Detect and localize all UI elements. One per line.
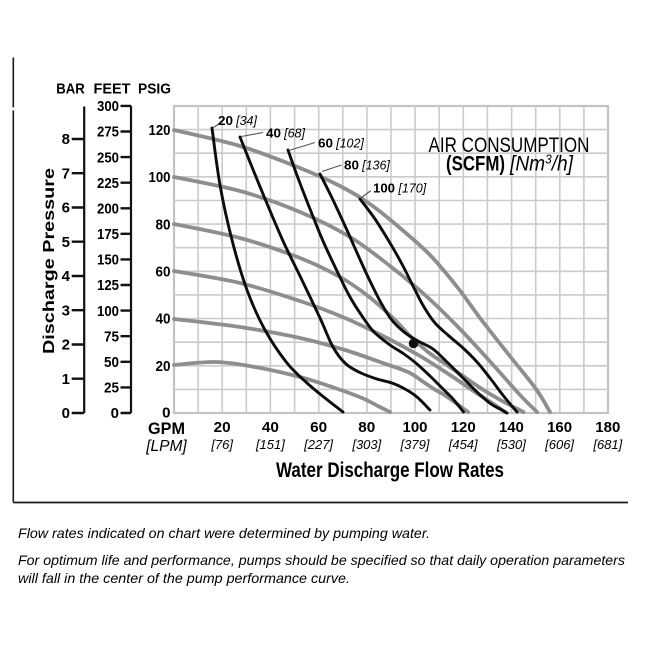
svg-text:40: 40 xyxy=(262,419,279,436)
svg-text:120: 120 xyxy=(451,419,476,436)
svg-text:60: 60 xyxy=(318,137,333,151)
svg-text:50: 50 xyxy=(104,354,119,371)
svg-text:225: 225 xyxy=(97,175,119,192)
svg-text:BAR: BAR xyxy=(56,81,85,98)
svg-text:[102]: [102] xyxy=(335,137,364,151)
svg-text:[530]: [530] xyxy=(496,437,526,452)
svg-text:180: 180 xyxy=(595,419,620,436)
svg-text:100: 100 xyxy=(149,169,171,186)
svg-text:20: 20 xyxy=(156,358,171,375)
svg-text:Water Discharge Flow Rates: Water Discharge Flow Rates xyxy=(276,459,504,482)
svg-text:8: 8 xyxy=(62,131,70,148)
svg-text:FEET: FEET xyxy=(94,81,131,98)
svg-text:100: 100 xyxy=(373,182,395,196)
svg-text:150: 150 xyxy=(97,252,119,269)
svg-text:40: 40 xyxy=(156,311,171,328)
svg-text:80: 80 xyxy=(358,419,375,436)
svg-text:100: 100 xyxy=(403,419,428,436)
svg-text:200: 200 xyxy=(97,201,119,218)
svg-text:4: 4 xyxy=(62,268,71,285)
svg-text:[227]: [227] xyxy=(303,437,333,452)
svg-text:2: 2 xyxy=(62,337,70,354)
svg-text:[136]: [136] xyxy=(361,159,390,173)
svg-text:7: 7 xyxy=(62,165,70,182)
svg-text:For optimum life and performan: For optimum life and performance, pumps … xyxy=(18,552,625,568)
svg-text:80: 80 xyxy=(156,216,171,233)
svg-text:[Nm3/h]: [Nm3/h] xyxy=(509,152,574,176)
svg-text:175: 175 xyxy=(97,226,119,243)
svg-text:[379]: [379] xyxy=(400,437,430,452)
svg-text:5: 5 xyxy=(62,234,70,251)
svg-text:0: 0 xyxy=(162,405,170,422)
svg-text:120: 120 xyxy=(149,122,171,139)
svg-text:25: 25 xyxy=(104,380,119,397)
svg-text:75: 75 xyxy=(104,328,119,345)
svg-text:0: 0 xyxy=(111,405,119,422)
svg-text:125: 125 xyxy=(97,277,119,294)
svg-text:[606]: [606] xyxy=(544,437,574,452)
svg-text:[34]: [34] xyxy=(235,114,257,128)
svg-text:275: 275 xyxy=(97,124,119,141)
svg-text:250: 250 xyxy=(97,149,119,166)
svg-text:[454]: [454] xyxy=(448,437,478,452)
svg-text:[68]: [68] xyxy=(283,127,305,141)
svg-text:Discharge Pressure: Discharge Pressure xyxy=(41,168,58,354)
svg-text:3: 3 xyxy=(62,302,70,319)
svg-text:20: 20 xyxy=(214,419,231,436)
svg-text:will fall in the center of the: will fall in the center of the pump perf… xyxy=(18,570,350,586)
svg-text:(SCFM): (SCFM) xyxy=(446,153,505,176)
svg-text:20: 20 xyxy=(218,114,233,128)
svg-text:GPM: GPM xyxy=(148,419,185,438)
svg-text:[303]: [303] xyxy=(351,437,381,452)
svg-text:Flow rates indicated on chart: Flow rates indicated on chart were deter… xyxy=(18,525,430,541)
svg-text:[76]: [76] xyxy=(210,437,233,452)
svg-text:80: 80 xyxy=(344,159,359,173)
svg-text:60: 60 xyxy=(156,264,171,281)
svg-text:1: 1 xyxy=(62,371,70,388)
svg-text:[LPM]: [LPM] xyxy=(145,438,187,455)
svg-text:160: 160 xyxy=(547,419,572,436)
svg-text:140: 140 xyxy=(499,419,524,436)
svg-text:[151]: [151] xyxy=(255,437,285,452)
svg-text:0: 0 xyxy=(62,405,70,422)
svg-text:100: 100 xyxy=(97,303,119,320)
svg-text:6: 6 xyxy=(62,200,70,217)
svg-text:300: 300 xyxy=(97,98,119,115)
svg-text:PSIG: PSIG xyxy=(138,81,171,98)
svg-text:[681]: [681] xyxy=(592,437,622,452)
svg-text:40: 40 xyxy=(266,127,281,141)
svg-text:[170]: [170] xyxy=(397,182,426,196)
svg-text:60: 60 xyxy=(310,419,327,436)
svg-text:AIR CONSUMPTION: AIR CONSUMPTION xyxy=(429,133,590,157)
